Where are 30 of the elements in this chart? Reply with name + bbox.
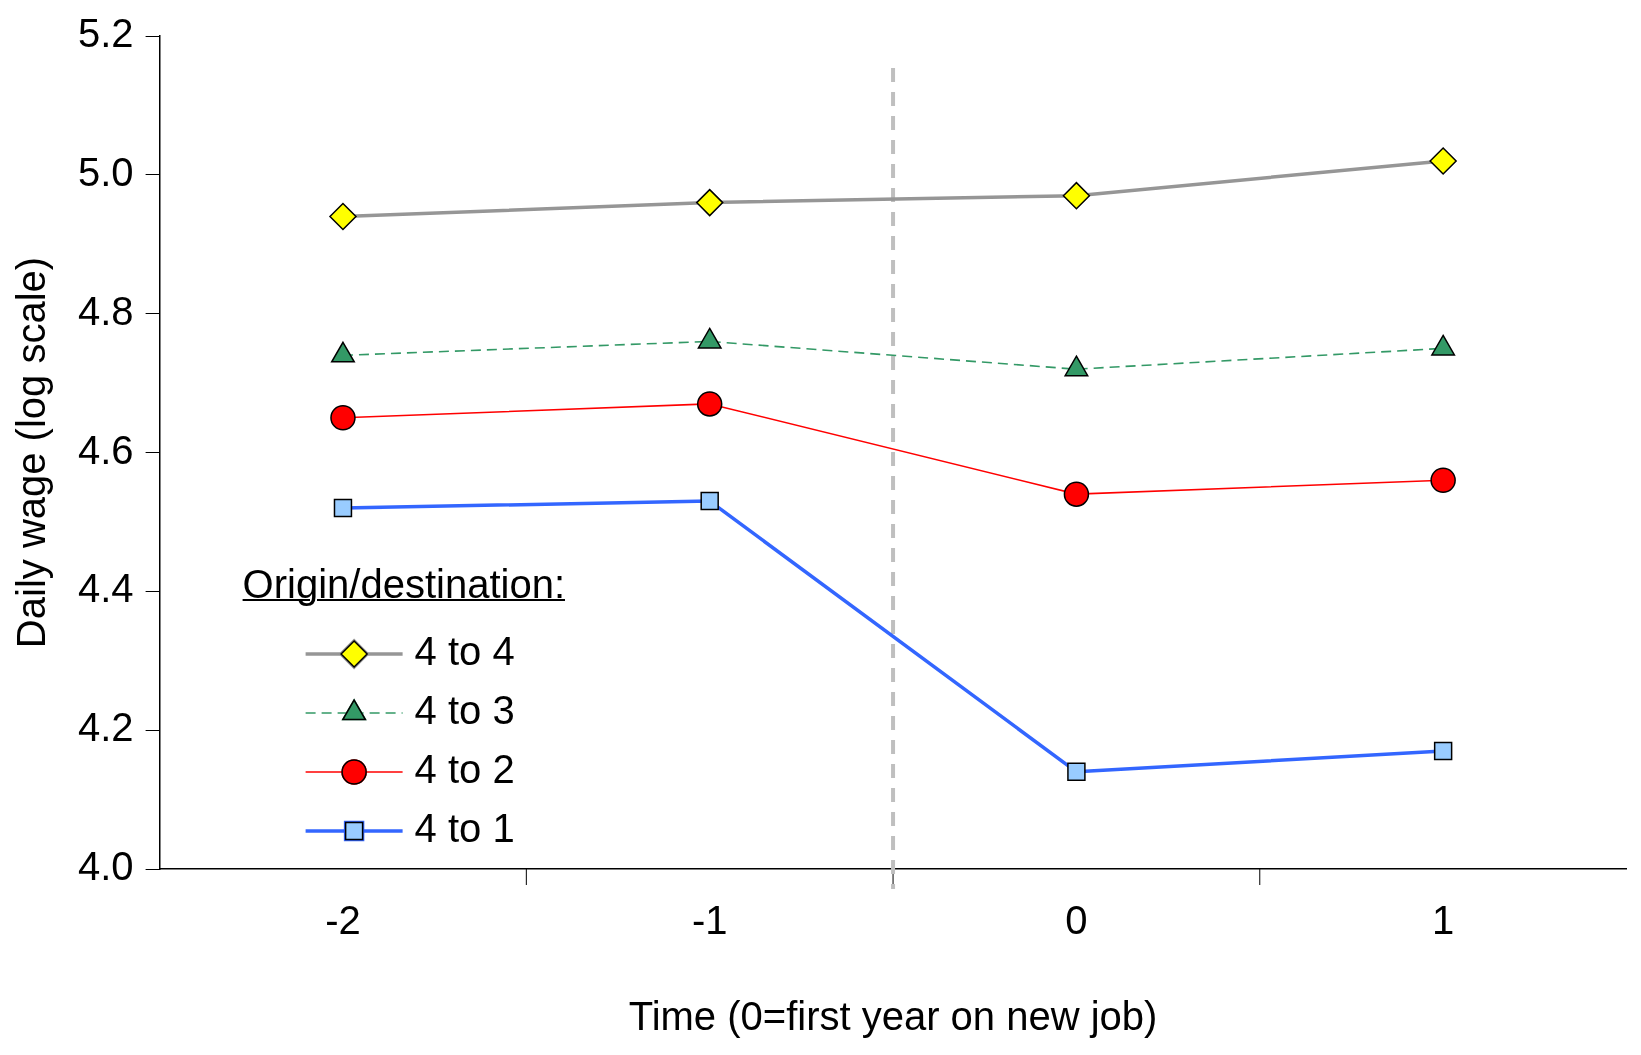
y-tick-label: 4.4 <box>78 566 134 611</box>
y-tick-label: 5.2 <box>78 11 134 56</box>
point <box>700 491 719 511</box>
legend-label: 4 to 3 <box>414 688 515 733</box>
legend-label: 4 to 1 <box>414 806 515 851</box>
point <box>1429 147 1457 175</box>
point <box>333 498 353 518</box>
x-tick-label: 1 <box>1432 898 1455 943</box>
y-tick-label: 4.0 <box>78 844 134 889</box>
y-tick-label: 5.0 <box>78 149 134 194</box>
x-tick-label: 0 <box>1065 898 1088 943</box>
point <box>1063 481 1090 507</box>
point <box>330 405 356 431</box>
y-tick-label: 4.8 <box>78 288 134 333</box>
point <box>1430 467 1456 494</box>
point <box>1067 762 1086 782</box>
y-tick-label: 4.2 <box>78 705 134 750</box>
point <box>1062 181 1091 210</box>
point <box>696 391 723 417</box>
point <box>1433 741 1453 761</box>
x-tick-label: -1 <box>691 898 728 943</box>
x-tick-label: -2 <box>325 898 361 943</box>
x-axis-title: Time (0=first year on new job) <box>628 994 1158 1039</box>
legend-title: Origin/destination: <box>242 561 565 608</box>
point <box>695 188 724 217</box>
y-axis-title: Daily wage (log scale) <box>9 256 54 649</box>
y-tick-label: 4.6 <box>78 427 134 472</box>
legend-label: 4 to 4 <box>414 629 515 674</box>
legend-label: 4 to 2 <box>414 747 515 792</box>
point <box>329 202 357 231</box>
